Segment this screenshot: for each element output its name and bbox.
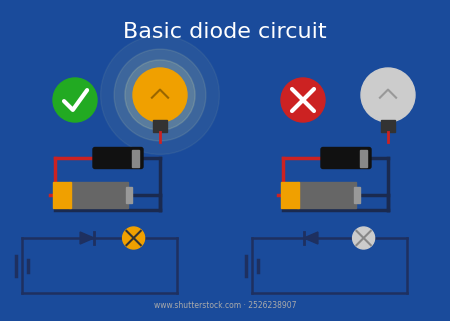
Circle shape bbox=[133, 68, 187, 122]
FancyBboxPatch shape bbox=[53, 182, 71, 208]
FancyBboxPatch shape bbox=[360, 150, 367, 167]
Text: www.shutterstock.com · 2526238907: www.shutterstock.com · 2526238907 bbox=[154, 301, 296, 310]
Circle shape bbox=[281, 78, 325, 122]
Circle shape bbox=[361, 68, 415, 122]
Circle shape bbox=[114, 49, 206, 141]
Polygon shape bbox=[304, 232, 318, 244]
Polygon shape bbox=[80, 232, 94, 244]
Circle shape bbox=[101, 36, 220, 154]
Circle shape bbox=[53, 78, 97, 122]
FancyBboxPatch shape bbox=[126, 187, 131, 203]
FancyBboxPatch shape bbox=[153, 120, 167, 132]
FancyBboxPatch shape bbox=[381, 120, 396, 132]
FancyBboxPatch shape bbox=[297, 182, 356, 208]
FancyBboxPatch shape bbox=[321, 148, 371, 169]
Circle shape bbox=[125, 60, 195, 130]
Text: Basic diode circuit: Basic diode circuit bbox=[123, 22, 327, 42]
FancyBboxPatch shape bbox=[132, 150, 139, 167]
FancyBboxPatch shape bbox=[280, 182, 299, 208]
Circle shape bbox=[353, 227, 374, 249]
Circle shape bbox=[122, 227, 144, 249]
FancyBboxPatch shape bbox=[69, 182, 127, 208]
FancyBboxPatch shape bbox=[93, 148, 143, 169]
FancyBboxPatch shape bbox=[354, 187, 360, 203]
